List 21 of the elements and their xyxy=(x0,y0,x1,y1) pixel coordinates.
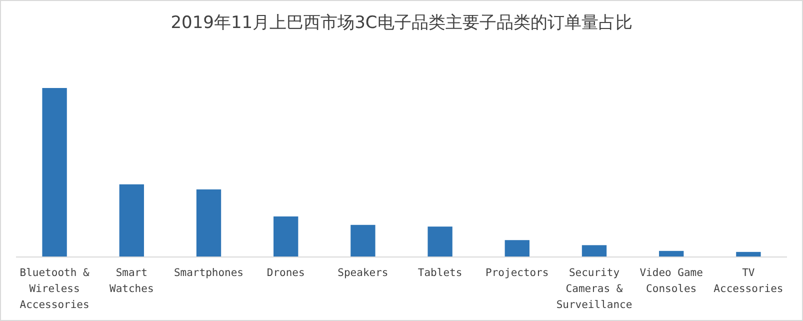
bar xyxy=(582,245,607,257)
bar xyxy=(504,240,530,257)
x-tick-label: Video Game Consoles xyxy=(640,267,703,295)
x-tick-label: Smart Watches xyxy=(110,267,154,295)
x-tick-label: Projectors xyxy=(486,267,549,279)
bar xyxy=(659,250,684,257)
x-tick-label: Smartphones xyxy=(174,267,244,279)
bar xyxy=(119,184,144,257)
chart-title: 2019年11月上巴西市场3C电子品类主要子品类的订单量占比 xyxy=(170,13,632,33)
x-tick-label: Speakers xyxy=(338,267,388,279)
x-tick-label: TV Accessories xyxy=(714,267,784,295)
x-tick-label: Security Cameras & Surveillance xyxy=(556,267,632,311)
bar xyxy=(274,216,298,257)
bar xyxy=(736,252,761,257)
bar xyxy=(350,224,376,257)
bar xyxy=(428,226,452,257)
x-tick-label: Drones xyxy=(266,267,305,279)
bar xyxy=(196,189,222,257)
x-tick-label: Tablets xyxy=(418,267,462,279)
bar xyxy=(42,88,67,257)
x-tick-label: Bluetooth & Wireless Accessories xyxy=(20,267,90,311)
